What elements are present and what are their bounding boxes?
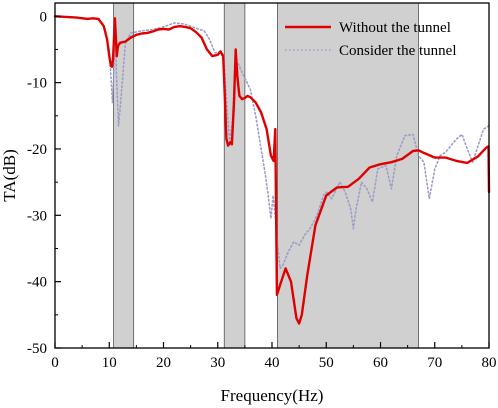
- x-tick-label: 30: [210, 355, 225, 371]
- y-tick-label: -20: [27, 142, 47, 158]
- shaded-bands: [113, 2, 419, 349]
- legend-label-2: Consider the tunnel: [339, 43, 456, 59]
- y-tick-label: -50: [27, 341, 47, 357]
- shaded-band-3: [277, 2, 419, 349]
- x-tick-label: 10: [102, 355, 117, 371]
- axis-ticks: [54, 15, 490, 349]
- x-tick-label: 60: [373, 355, 388, 371]
- y-tick-label: -10: [27, 76, 47, 92]
- series-line-2: [54, 15, 490, 270]
- y-tick-label: 0: [40, 9, 48, 25]
- y-tick-label: -40: [27, 275, 47, 291]
- x-tick-label: 70: [427, 355, 442, 371]
- x-tick-label: 50: [319, 355, 334, 371]
- x-tick-label: 20: [156, 355, 171, 371]
- x-tick-label: 0: [51, 355, 59, 371]
- legend: Without the tunnel Consider the tunnel: [285, 20, 456, 59]
- x-tick-label: 80: [482, 355, 497, 371]
- series-lines: [53, 15, 491, 325]
- legend-label-1: Without the tunnel: [339, 20, 451, 36]
- y-axis-title: TA(dB): [0, 149, 19, 201]
- series-line-1: [53, 15, 491, 325]
- y-tick-label: -30: [27, 208, 47, 224]
- x-tick-label: 40: [265, 355, 280, 371]
- tick-labels: 0 10 20 30 40 50 60 70 80 0 -10 -20 -30 -40 -50: [27, 9, 497, 371]
- x-axis-title: Frequency(Hz): [221, 386, 324, 405]
